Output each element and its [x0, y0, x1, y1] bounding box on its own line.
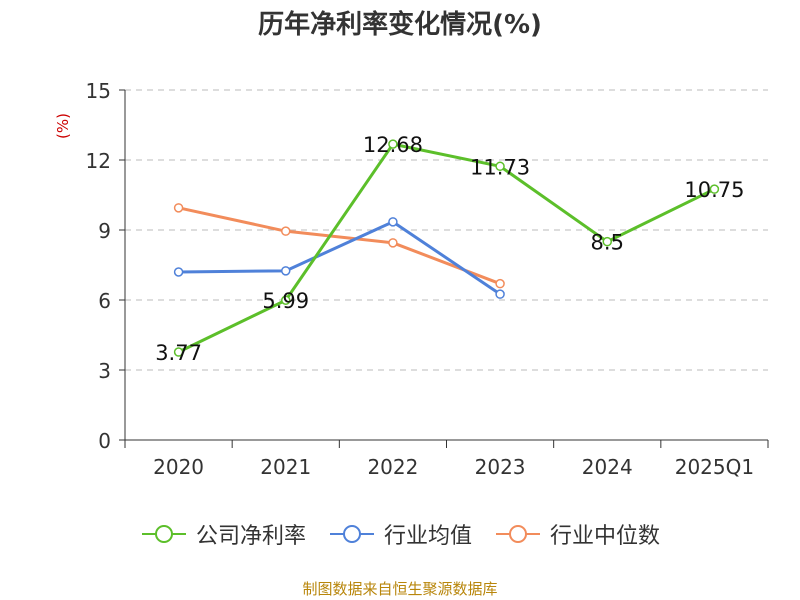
data-point — [281, 226, 291, 236]
legend-marker-company — [141, 525, 186, 543]
data-point — [173, 203, 184, 213]
legend-marker-industry-median — [496, 525, 540, 543]
legend-item-company[interactable]: 公司净利率 — [140, 518, 306, 550]
data-point — [709, 184, 720, 194]
line-chart: 0 3 6 9 12 15 2020 2021 2022 2023 2024 2025Q1 (%) 3… — [54, 79, 769, 479]
series-line — [178, 206, 501, 286]
legend: 公司净利率 行业均值 行业中位数 — [0, 518, 800, 550]
y-axis-label: (%) — [54, 113, 72, 139]
data-labels: 3.77 5.99 12.68 11.73 8.5 10.75 — [155, 133, 744, 365]
y-tick-label: 3 — [98, 359, 111, 383]
series-0 — [173, 139, 720, 357]
y-tick-label: 15 — [86, 79, 111, 103]
series-2 — [173, 203, 505, 289]
x-tick-label: 2021 — [260, 455, 311, 479]
legend-item-industry-mean[interactable]: 行业均值 — [328, 518, 472, 550]
data-label: 5.99 — [262, 289, 309, 313]
legend-label-industry-median: 行业中位数 — [550, 524, 661, 549]
data-point — [388, 217, 398, 227]
data-point — [495, 161, 505, 172]
y-tick-label: 0 — [98, 429, 111, 453]
data-point — [495, 278, 505, 289]
data-label: 10.75 — [684, 178, 744, 202]
x-tick-label: 2020 — [153, 455, 204, 479]
data-label: 3.77 — [155, 341, 202, 365]
series — [173, 139, 720, 357]
y-tick-label: 9 — [98, 219, 111, 243]
data-label: 11.73 — [470, 155, 530, 179]
legend-label-industry-mean: 行业均值 — [383, 524, 472, 549]
series-line — [177, 142, 716, 354]
data-point — [388, 139, 398, 149]
x-tick-label: 2025Q1 — [675, 455, 754, 479]
data-point — [281, 266, 291, 276]
chart-title: 历年净利率变化情况(%) — [258, 10, 542, 40]
series-line — [178, 220, 501, 296]
data-label: 8.5 — [591, 231, 624, 255]
y-tick-label: 12 — [86, 149, 111, 173]
data-point — [173, 347, 184, 357]
grid-lines — [125, 89, 768, 371]
axes: 0 3 6 9 12 15 2020 2021 2022 2023 2024 2025Q1 — [86, 79, 769, 479]
data-point — [281, 295, 291, 305]
legend-label-company: 公司净利率 — [195, 524, 306, 549]
data-point — [495, 289, 505, 299]
source-note: 制图数据来自恒生聚源数据库 — [302, 580, 498, 598]
data-point — [388, 238, 398, 248]
data-point — [602, 236, 612, 247]
data-point — [173, 267, 184, 277]
data-label: 12.68 — [363, 133, 423, 157]
legend-item-industry-median[interactable]: 行业中位数 — [494, 518, 660, 550]
x-tick-label: 2024 — [582, 455, 633, 479]
x-tick-label: 2023 — [475, 455, 526, 479]
y-tick-label: 6 — [98, 289, 111, 313]
legend-marker-industry-mean — [329, 525, 374, 543]
series-1 — [173, 217, 505, 299]
x-tick-label: 2022 — [367, 455, 418, 479]
